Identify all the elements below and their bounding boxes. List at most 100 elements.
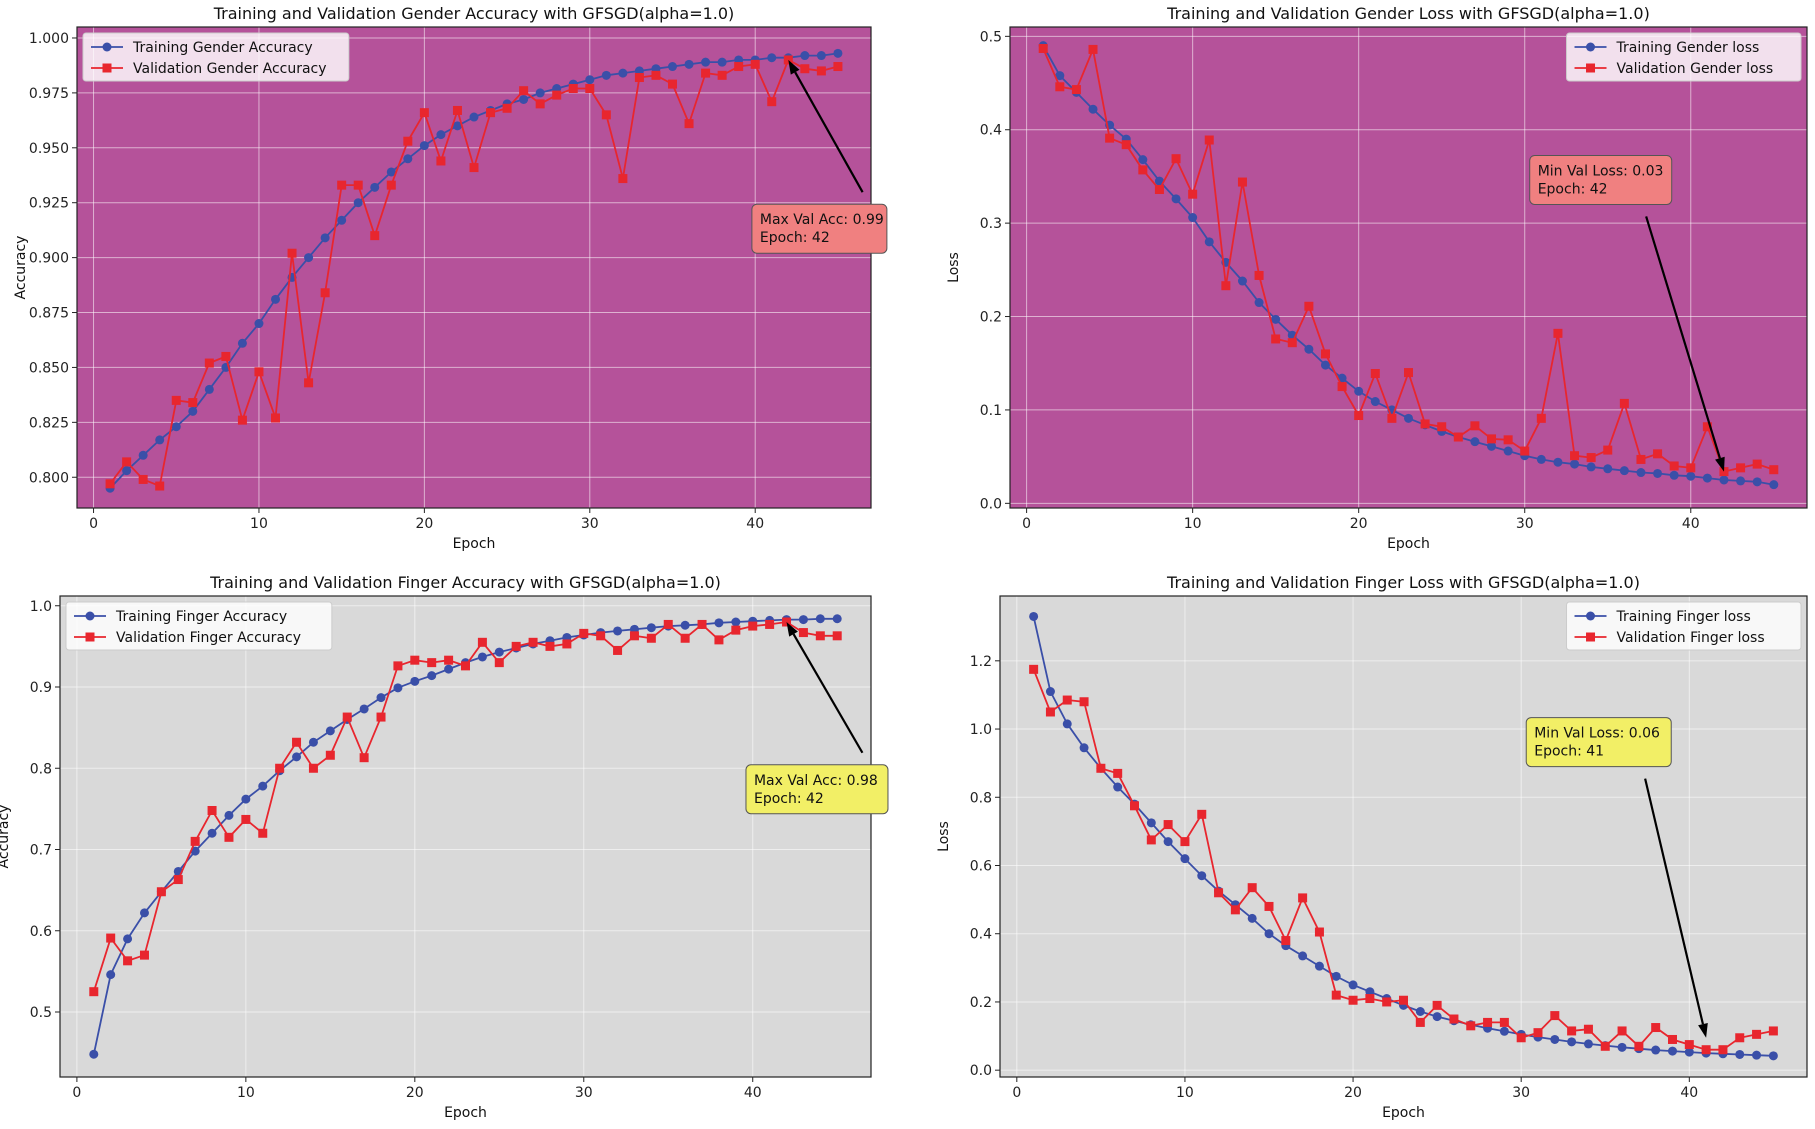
data-point	[221, 351, 231, 361]
data-point	[1499, 1026, 1509, 1036]
data-point	[1719, 475, 1729, 485]
data-point	[1370, 369, 1380, 379]
data-point	[1570, 459, 1580, 469]
data-point	[1603, 445, 1613, 455]
data-point	[359, 753, 369, 763]
data-point	[105, 479, 115, 489]
y-tick-label: 0.3	[980, 216, 1002, 232]
data-point	[444, 664, 454, 674]
data-point	[1600, 1041, 1610, 1051]
data-point	[1088, 44, 1098, 54]
y-axis-label: Accuracy	[13, 236, 29, 300]
data-point	[634, 73, 644, 83]
data-point	[1686, 463, 1696, 473]
series-validation	[1029, 664, 1778, 1055]
legend-marker	[1586, 42, 1596, 52]
data-point	[528, 637, 538, 647]
data-point	[568, 83, 578, 93]
data-point	[376, 693, 386, 703]
data-point	[1214, 888, 1224, 898]
data-point	[304, 378, 314, 388]
data-point	[1121, 140, 1131, 150]
data-point	[427, 658, 437, 668]
annotation-text-epoch: Epoch: 42	[760, 230, 830, 246]
y-tick-label: 0.9	[30, 680, 52, 696]
data-point	[254, 367, 264, 377]
data-point	[1470, 437, 1480, 447]
data-point	[1651, 1023, 1661, 1033]
data-point	[1752, 459, 1762, 469]
data-point	[1163, 837, 1173, 847]
data-point	[1354, 386, 1364, 396]
annotation-arrowhead	[1715, 456, 1725, 472]
legend: Training Finger Accuracy Validation Finge…	[65, 601, 333, 651]
data-point	[1304, 301, 1314, 311]
data-point	[1415, 1007, 1425, 1017]
data-point	[1264, 929, 1274, 939]
data-point	[646, 623, 656, 633]
y-tick-label: 0.925	[29, 196, 69, 212]
data-point	[618, 174, 628, 184]
legend-marker	[1586, 611, 1596, 621]
y-tick-label: 0.900	[29, 251, 69, 267]
data-point	[1719, 467, 1729, 477]
data-point	[461, 661, 470, 671]
data-point	[1586, 453, 1596, 463]
data-point	[1055, 82, 1065, 92]
data-point	[1487, 441, 1497, 451]
legend-label: Validation Finger loss	[1617, 630, 1765, 646]
data-point	[1304, 344, 1314, 354]
data-point	[601, 110, 611, 120]
data-point	[403, 154, 413, 164]
data-point	[1735, 1033, 1745, 1043]
data-point	[1163, 820, 1173, 830]
data-point	[767, 97, 777, 107]
x-tick-label: 10	[1176, 1085, 1194, 1101]
data-point	[815, 614, 825, 624]
legend-label: Training Gender Accuracy	[132, 40, 313, 56]
data-point	[562, 639, 572, 649]
data-point	[1365, 987, 1375, 997]
data-point	[519, 86, 529, 96]
data-point	[370, 182, 380, 192]
data-point	[1113, 768, 1123, 778]
x-axis-label: Epoch	[444, 1105, 487, 1121]
data-point	[1668, 1046, 1677, 1056]
data-point	[359, 704, 369, 714]
chart-panel-3: 0 10 20 30 40 0.5 0.6 0.7 0.8 0.9 1.0 Training and …	[0, 573, 889, 1121]
data-point	[1735, 1049, 1745, 1059]
plot-area	[1010, 27, 1807, 508]
data-point	[782, 617, 792, 627]
data-point	[1188, 189, 1198, 199]
data-point	[271, 413, 280, 423]
chart-title: Training and Validation Finger Loss with…	[1166, 573, 1640, 592]
data-point	[254, 319, 264, 329]
data-point	[750, 59, 760, 69]
data-point	[1752, 1029, 1762, 1039]
data-point	[668, 62, 677, 72]
data-point	[353, 180, 363, 190]
data-point	[1702, 473, 1712, 483]
x-tick-label: 0	[1012, 1085, 1021, 1101]
data-point	[535, 88, 545, 98]
annotation-text-value: Min Val Loss: 0.03	[1538, 163, 1664, 179]
data-point	[1221, 281, 1231, 291]
data-point	[224, 810, 234, 820]
y-tick-label: 0.4	[970, 927, 992, 943]
data-point	[1553, 457, 1563, 467]
data-point	[552, 90, 562, 100]
data-point	[325, 750, 335, 760]
data-point	[1197, 809, 1207, 819]
data-point	[1045, 707, 1055, 717]
x-tick-label: 30	[575, 1085, 593, 1101]
data-point	[1171, 154, 1181, 164]
data-point	[258, 828, 268, 838]
x-tick-label: 0	[1022, 516, 1031, 532]
data-point	[697, 619, 707, 629]
data-point	[668, 79, 677, 89]
series-training	[1038, 41, 1779, 490]
data-point	[1768, 1026, 1778, 1036]
data-point	[1718, 1045, 1728, 1055]
data-point	[1437, 422, 1447, 432]
data-point	[1247, 913, 1257, 923]
